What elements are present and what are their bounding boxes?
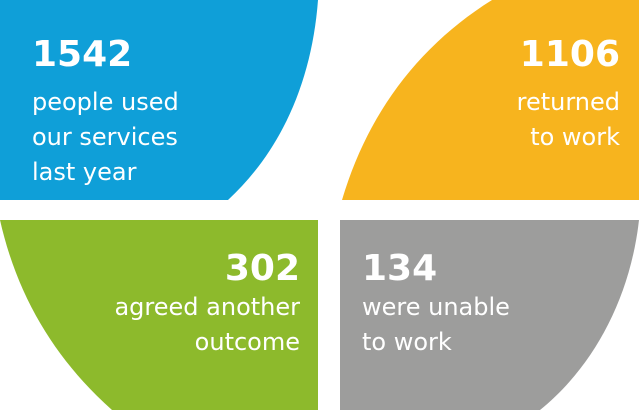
stat-text: were unable <box>362 293 510 321</box>
stat-text: agreed another <box>114 293 300 321</box>
stat-text: to work <box>362 328 452 356</box>
stat-number: 1106 <box>520 34 620 75</box>
stat-text: returned <box>517 88 620 116</box>
quadrant-gray <box>340 220 639 410</box>
stat-text: last year <box>32 158 137 186</box>
stat-number: 302 <box>225 248 300 289</box>
stat-text: our services <box>32 123 178 151</box>
quadrant-blue <box>0 0 318 200</box>
stat-number: 134 <box>362 248 437 289</box>
stat-number: 1542 <box>32 34 132 75</box>
stat-text: outcome <box>195 328 300 356</box>
stat-text: people used <box>32 88 179 116</box>
quadrant-green <box>0 220 318 410</box>
stat-text: to work <box>530 123 620 151</box>
quadrant-orange <box>342 0 639 200</box>
